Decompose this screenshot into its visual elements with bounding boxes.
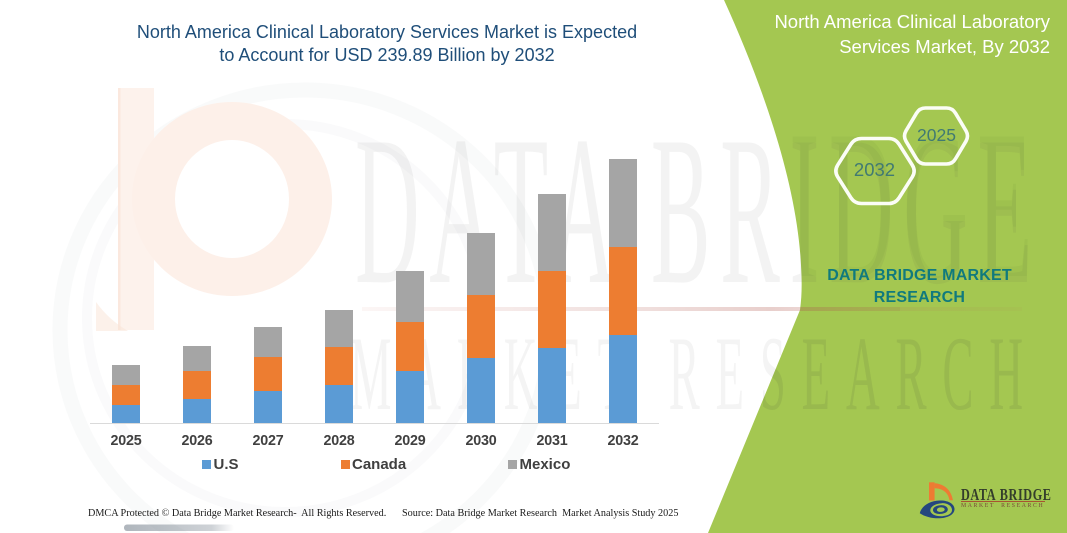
svg-text:2025: 2025 (917, 125, 956, 145)
svg-text:2032: 2032 (854, 159, 895, 180)
